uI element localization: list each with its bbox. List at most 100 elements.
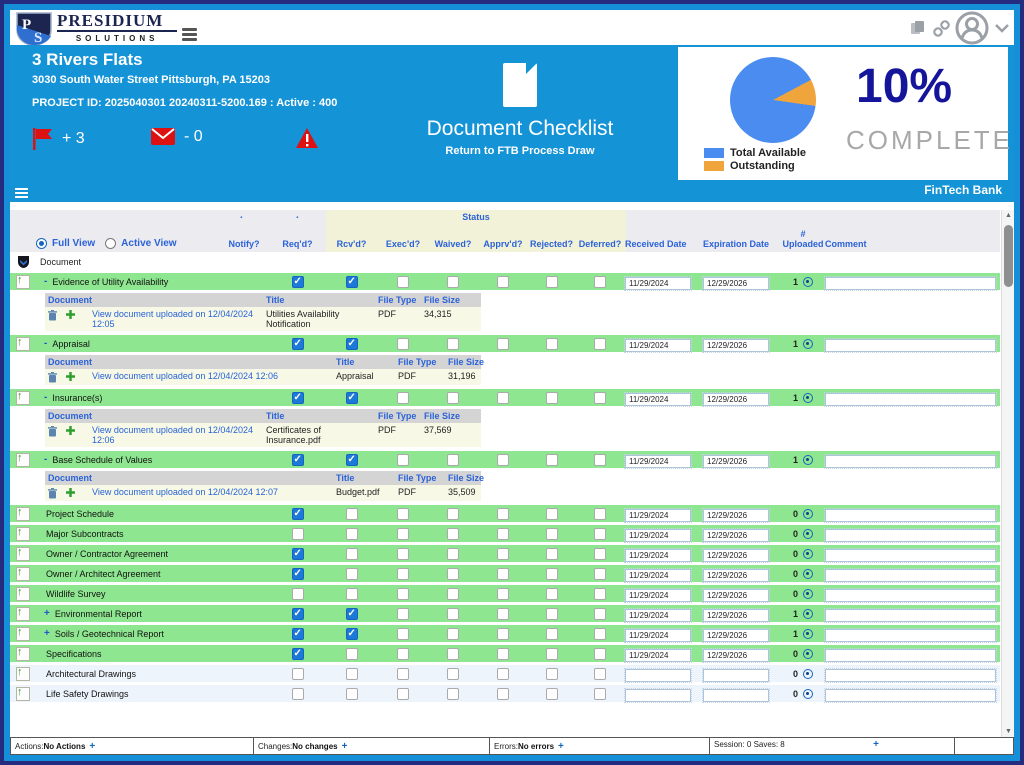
upload-icon[interactable]: [803, 668, 813, 679]
upload-document-icon[interactable]: [16, 274, 30, 289]
doc-link[interactable]: View document uploaded on 12/04/2024 12:…: [92, 487, 278, 497]
execd-checkbox[interactable]: [397, 507, 409, 520]
expiration-date-input[interactable]: [702, 567, 770, 583]
subtable-header-file-size[interactable]: File Size: [424, 295, 461, 305]
active-view-label[interactable]: Active View: [121, 238, 177, 249]
row-expand-icon[interactable]: -: [44, 454, 48, 465]
subtable-header-file-size[interactable]: File Size: [424, 411, 461, 421]
received-date-input[interactable]: [624, 687, 692, 703]
upload-document-icon[interactable]: [16, 526, 30, 541]
subtable-header-file-type[interactable]: File Type: [378, 295, 417, 305]
actions-add-button[interactable]: +: [89, 740, 96, 752]
comment-input[interactable]: [824, 627, 997, 643]
row-expand-icon[interactable]: -: [44, 392, 48, 403]
upload-icon[interactable]: [803, 568, 813, 579]
comment-input[interactable]: [824, 547, 997, 563]
rejected-checkbox[interactable]: [545, 647, 558, 660]
apprvd-checkbox[interactable]: [497, 627, 509, 640]
column-header-waived[interactable]: Waived?: [434, 239, 472, 249]
rcvd-checkbox[interactable]: [345, 391, 358, 404]
expiration-date-input[interactable]: [702, 337, 770, 353]
expiration-date-input[interactable]: [702, 607, 770, 623]
table-row[interactable]: Owner / Contractor Agreement 0: [10, 545, 1000, 563]
waived-checkbox[interactable]: [447, 607, 459, 620]
waived-checkbox[interactable]: [447, 391, 459, 404]
subtable-header-file-type[interactable]: File Type: [398, 357, 437, 367]
subtable-header-title[interactable]: Title: [336, 473, 355, 483]
table-row[interactable]: Life Safety Drawings 0: [10, 685, 1000, 703]
rcvd-checkbox[interactable]: [345, 547, 358, 560]
waived-checkbox[interactable]: [447, 453, 459, 466]
upload-icon[interactable]: [803, 588, 813, 599]
table-row[interactable]: - Appraisal 1: [10, 335, 1000, 353]
rcvd-checkbox[interactable]: [345, 337, 358, 350]
waived-checkbox[interactable]: [447, 567, 459, 580]
subtable-header-file-size[interactable]: File Size: [448, 357, 485, 367]
reqd-checkbox[interactable]: [291, 527, 304, 540]
menu-icon[interactable]: [182, 28, 198, 41]
reqd-checkbox[interactable]: [291, 567, 304, 580]
upload-icon[interactable]: [803, 454, 813, 465]
reqd-checkbox[interactable]: [291, 507, 304, 520]
reqd-checkbox[interactable]: [291, 337, 304, 350]
rcvd-checkbox[interactable]: [345, 667, 358, 680]
column-header-received-date[interactable]: Received Date: [625, 239, 687, 249]
expiration-date-input[interactable]: [702, 587, 770, 603]
upload-document-icon[interactable]: [16, 506, 30, 521]
avatar-icon[interactable]: [955, 11, 989, 45]
received-date-input[interactable]: [624, 453, 692, 469]
received-date-input[interactable]: [624, 507, 692, 523]
delete-icon[interactable]: [48, 488, 57, 499]
deferred-checkbox[interactable]: [594, 567, 606, 580]
upload-document-icon[interactable]: [16, 686, 30, 701]
execd-checkbox[interactable]: [397, 587, 409, 600]
comment-input[interactable]: [824, 667, 997, 683]
waived-checkbox[interactable]: [447, 547, 459, 560]
rejected-checkbox[interactable]: [545, 627, 558, 640]
waived-checkbox[interactable]: [447, 627, 459, 640]
upload-icon[interactable]: [803, 508, 813, 519]
deferred-checkbox[interactable]: [594, 275, 606, 288]
chevron-down-icon[interactable]: [994, 20, 1010, 36]
expiration-date-input[interactable]: [702, 275, 770, 291]
comment-input[interactable]: [824, 337, 997, 353]
received-date-input[interactable]: [624, 567, 692, 583]
expiration-date-input[interactable]: [702, 667, 770, 683]
deferred-checkbox[interactable]: [594, 607, 606, 620]
apprvd-checkbox[interactable]: [497, 391, 509, 404]
link-icon[interactable]: [933, 19, 950, 37]
subtable-header-file-size[interactable]: File Size: [448, 473, 485, 483]
doc-link[interactable]: View document uploaded on 12/04/2024 12:…: [92, 371, 278, 381]
row-expand-icon[interactable]: -: [44, 338, 48, 349]
full-view-label[interactable]: Full View: [52, 238, 96, 249]
comment-input[interactable]: [824, 607, 997, 623]
upload-document-icon[interactable]: [16, 566, 30, 581]
sort-dot-reqd[interactable]: .: [296, 210, 299, 221]
apprvd-checkbox[interactable]: [497, 547, 509, 560]
received-date-input[interactable]: [624, 391, 692, 407]
column-header-execd[interactable]: Exec'd?: [385, 239, 421, 249]
upload-icon[interactable]: [803, 276, 813, 287]
subtable-header-file-type[interactable]: File Type: [378, 411, 417, 421]
upload-document-icon[interactable]: [16, 646, 30, 661]
rcvd-checkbox[interactable]: [345, 453, 358, 466]
row-expand-icon[interactable]: -: [44, 276, 48, 287]
apprvd-checkbox[interactable]: [497, 453, 509, 466]
subtable-header-title[interactable]: Title: [266, 295, 285, 305]
rcvd-checkbox[interactable]: [345, 587, 358, 600]
rcvd-checkbox[interactable]: [345, 275, 358, 288]
errors-add-button[interactable]: +: [558, 740, 564, 752]
reqd-checkbox[interactable]: [291, 627, 304, 640]
reqd-checkbox[interactable]: [291, 453, 304, 466]
comment-input[interactable]: [824, 453, 997, 469]
expiration-date-input[interactable]: [702, 391, 770, 407]
received-date-input[interactable]: [624, 647, 692, 663]
deferred-checkbox[interactable]: [594, 687, 606, 700]
execd-checkbox[interactable]: [397, 567, 409, 580]
upload-icon[interactable]: [803, 648, 813, 659]
upload-icon[interactable]: [803, 548, 813, 559]
reqd-checkbox[interactable]: [291, 667, 304, 680]
column-header-uploaded[interactable]: # Uploaded: [782, 229, 824, 249]
delete-icon[interactable]: [48, 426, 57, 437]
upload-document-icon[interactable]: [16, 586, 30, 601]
